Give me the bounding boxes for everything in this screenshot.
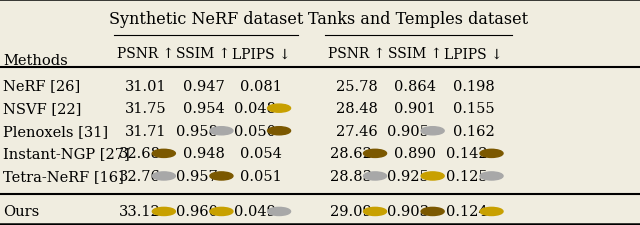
Text: 0.125: 0.125 [446, 169, 488, 183]
Text: 0.050: 0.050 [234, 124, 276, 138]
Circle shape [210, 172, 233, 180]
Circle shape [364, 172, 387, 180]
Text: SSIM ↑: SSIM ↑ [177, 47, 230, 61]
Text: 0.901: 0.901 [394, 102, 436, 116]
Circle shape [480, 207, 503, 216]
Circle shape [268, 105, 291, 113]
Text: Methods: Methods [3, 54, 68, 68]
Text: 0.051: 0.051 [240, 169, 282, 183]
Circle shape [480, 172, 503, 180]
Circle shape [421, 172, 444, 180]
Circle shape [210, 127, 233, 135]
Circle shape [364, 207, 387, 216]
Text: PSNR ↑: PSNR ↑ [117, 47, 175, 61]
Text: Tetra-NeRF [16]: Tetra-NeRF [16] [3, 169, 124, 183]
Text: Instant-NGP [27]: Instant-NGP [27] [3, 147, 130, 161]
Text: 0.054: 0.054 [240, 147, 282, 161]
Text: 0.905: 0.905 [387, 124, 429, 138]
Text: 0.903: 0.903 [387, 205, 429, 218]
Text: 0.960: 0.960 [176, 205, 218, 218]
Text: 0.947: 0.947 [182, 79, 225, 93]
Text: 0.162: 0.162 [452, 124, 495, 138]
Text: 28.62: 28.62 [330, 147, 372, 161]
Text: 28.48: 28.48 [336, 102, 378, 116]
Circle shape [152, 207, 175, 216]
Text: 31.75: 31.75 [125, 102, 167, 116]
Text: Plenoxels [31]: Plenoxels [31] [3, 124, 108, 138]
Text: 0.948: 0.948 [182, 147, 225, 161]
Text: Ours: Ours [3, 205, 40, 218]
Text: 33.12: 33.12 [118, 205, 161, 218]
Text: 0.049: 0.049 [234, 205, 276, 218]
Text: 32.76: 32.76 [118, 169, 161, 183]
Text: NSVF [22]: NSVF [22] [3, 102, 81, 116]
Text: 31.01: 31.01 [125, 79, 167, 93]
Circle shape [268, 207, 291, 216]
Circle shape [152, 150, 175, 158]
Text: Synthetic NeRF dataset: Synthetic NeRF dataset [109, 11, 303, 28]
Text: 0.142: 0.142 [446, 147, 488, 161]
Text: LPIPS ↓: LPIPS ↓ [232, 47, 291, 61]
Text: 0.864: 0.864 [394, 79, 436, 93]
Text: NeRF [26]: NeRF [26] [3, 79, 81, 93]
Text: 0.890: 0.890 [394, 147, 436, 161]
Circle shape [152, 172, 175, 180]
Text: Tanks and Temples dataset: Tanks and Temples dataset [308, 11, 529, 28]
Text: 29.09: 29.09 [330, 205, 372, 218]
Text: 0.081: 0.081 [240, 79, 282, 93]
Text: 28.83: 28.83 [330, 169, 372, 183]
Text: 0.198: 0.198 [452, 79, 495, 93]
Text: 0.155: 0.155 [452, 102, 495, 116]
Circle shape [480, 150, 503, 158]
Text: 0.124: 0.124 [446, 205, 488, 218]
Text: 0.925: 0.925 [387, 169, 429, 183]
Text: 25.78: 25.78 [336, 79, 378, 93]
Circle shape [364, 150, 387, 158]
Circle shape [421, 207, 444, 216]
Text: 0.958: 0.958 [176, 124, 218, 138]
Circle shape [210, 207, 233, 216]
Text: 0.048: 0.048 [234, 102, 276, 116]
Circle shape [268, 127, 291, 135]
Text: PSNR ↑: PSNR ↑ [328, 47, 386, 61]
Text: LPIPS ↓: LPIPS ↓ [444, 47, 503, 61]
Text: 27.46: 27.46 [336, 124, 378, 138]
Circle shape [421, 127, 444, 135]
Text: SSIM ↑: SSIM ↑ [388, 47, 442, 61]
Text: 31.71: 31.71 [125, 124, 166, 138]
Text: 32.68: 32.68 [118, 147, 161, 161]
Text: 0.954: 0.954 [182, 102, 225, 116]
Text: 0.957: 0.957 [176, 169, 218, 183]
